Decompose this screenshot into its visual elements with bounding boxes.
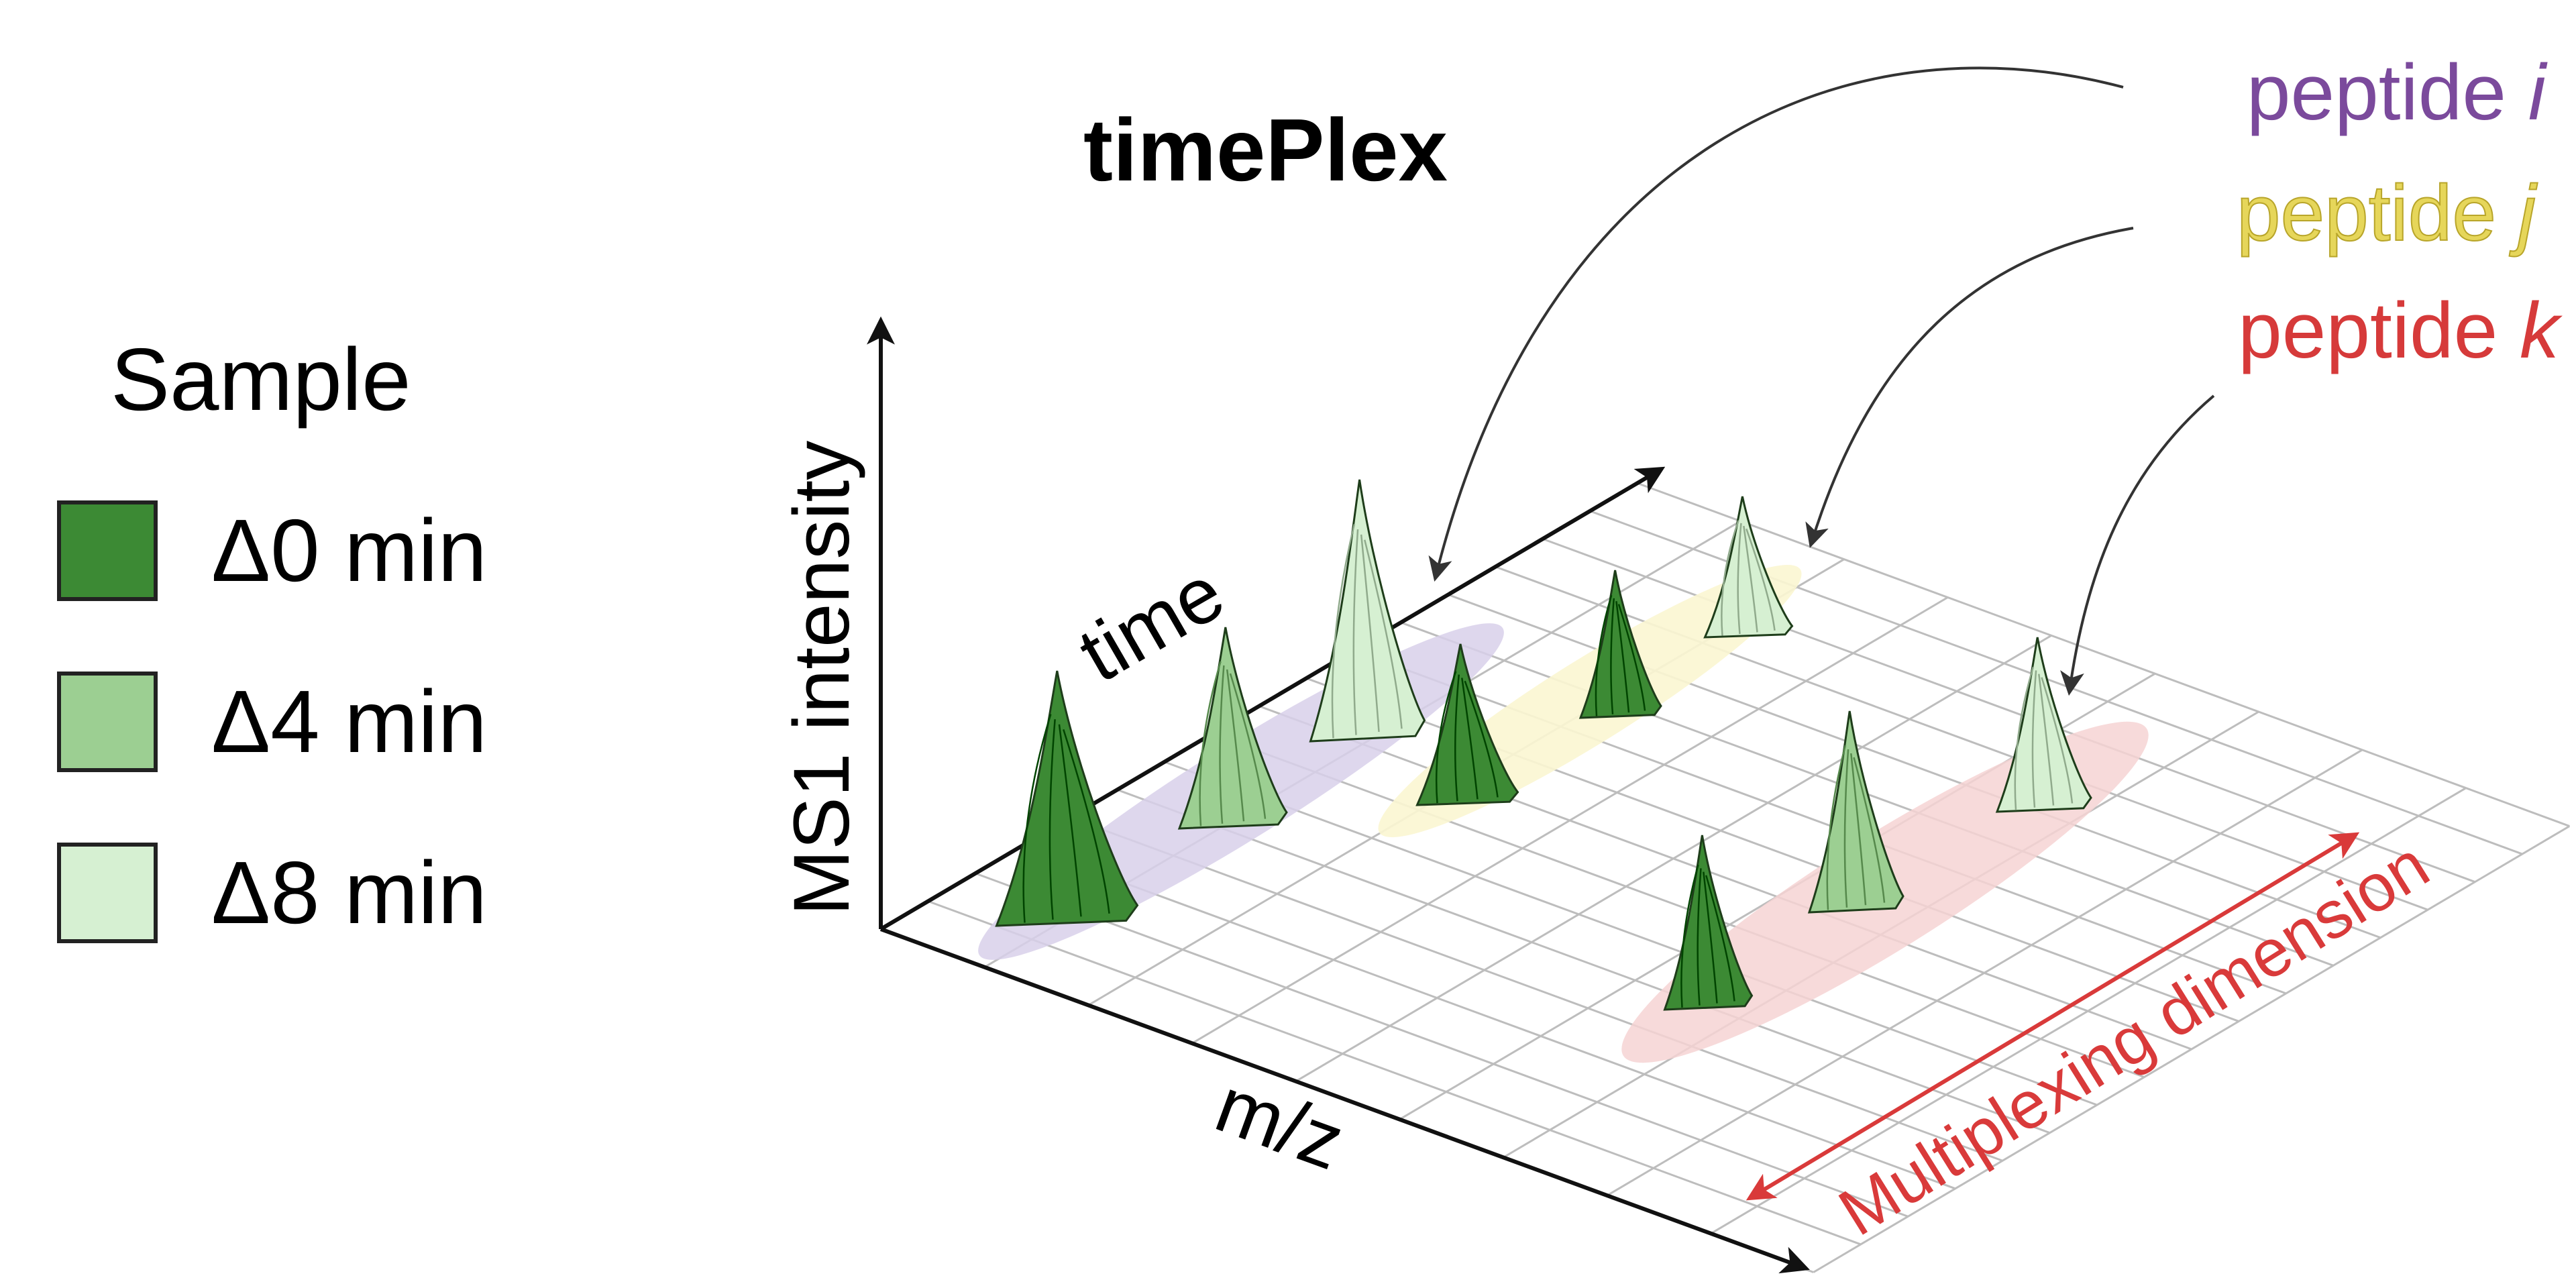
chromatographic-peaks bbox=[995, 479, 2092, 1011]
mz-axis-line bbox=[879, 927, 1810, 1274]
legend-title: Sample bbox=[111, 330, 411, 429]
peak-delta-4min bbox=[1807, 710, 1904, 914]
peptide-j-label: peptide j bbox=[2236, 168, 2536, 259]
callout-arrow-peptide-k bbox=[2060, 394, 2215, 696]
time-axis-label: time bbox=[1065, 548, 1238, 700]
peak-delta-4min bbox=[1177, 627, 1288, 830]
peptide-k-label: peptide k bbox=[2238, 285, 2559, 376]
grid-line bbox=[1295, 635, 2052, 1083]
peptide-i-var: i bbox=[2528, 48, 2546, 137]
callout-arrow-peptide-j bbox=[1805, 227, 2134, 548]
callout-arrows bbox=[1428, 66, 2215, 696]
multiplexing-arrow bbox=[1746, 832, 2360, 1201]
peptide-i-text: peptide bbox=[2246, 48, 2528, 137]
peak-delta-0min bbox=[1415, 643, 1519, 806]
axes bbox=[867, 316, 2360, 1274]
diagram-title: timePlex bbox=[1083, 101, 1448, 199]
legend-item-8min: Δ8 min bbox=[57, 842, 487, 943]
legend-label-8min: Δ8 min bbox=[211, 843, 487, 942]
peptide-i-label: peptide i bbox=[2247, 47, 2546, 138]
legend-label-0min: Δ0 min bbox=[211, 501, 487, 600]
callout-arrow-peptide-i bbox=[1428, 66, 2124, 582]
legend-label-4min: Δ4 min bbox=[211, 672, 487, 771]
legend-item-0min: Δ0 min bbox=[57, 500, 487, 601]
time-axis-line bbox=[879, 466, 1666, 931]
legend-swatch-0min bbox=[57, 500, 158, 601]
y-axis-label: MS1 intensity bbox=[777, 441, 866, 916]
peak-delta-0min bbox=[1578, 570, 1662, 719]
peak-delta-8min bbox=[1309, 479, 1426, 743]
grid-line bbox=[1709, 787, 2467, 1235]
legend-swatch-8min bbox=[57, 842, 158, 943]
peptide-k-text: peptide bbox=[2238, 286, 2520, 375]
peptide-j-text: peptide bbox=[2236, 168, 2518, 258]
legend-item-4min: Δ4 min bbox=[57, 671, 487, 772]
grid-line bbox=[927, 900, 1862, 1246]
peak-delta-8min bbox=[1703, 496, 1794, 639]
peak-delta-0min bbox=[1663, 835, 1754, 1011]
peptide-k-var: k bbox=[2520, 286, 2559, 375]
peptide-j-var: j bbox=[2518, 168, 2536, 258]
grid-line bbox=[1191, 596, 1949, 1044]
legend-swatch-4min bbox=[57, 671, 158, 772]
mz-axis-label: m/z bbox=[1205, 1060, 1355, 1187]
peak-delta-8min bbox=[1995, 637, 2092, 813]
peak-delta-0min bbox=[995, 670, 1139, 927]
grid-line bbox=[1636, 482, 2570, 827]
